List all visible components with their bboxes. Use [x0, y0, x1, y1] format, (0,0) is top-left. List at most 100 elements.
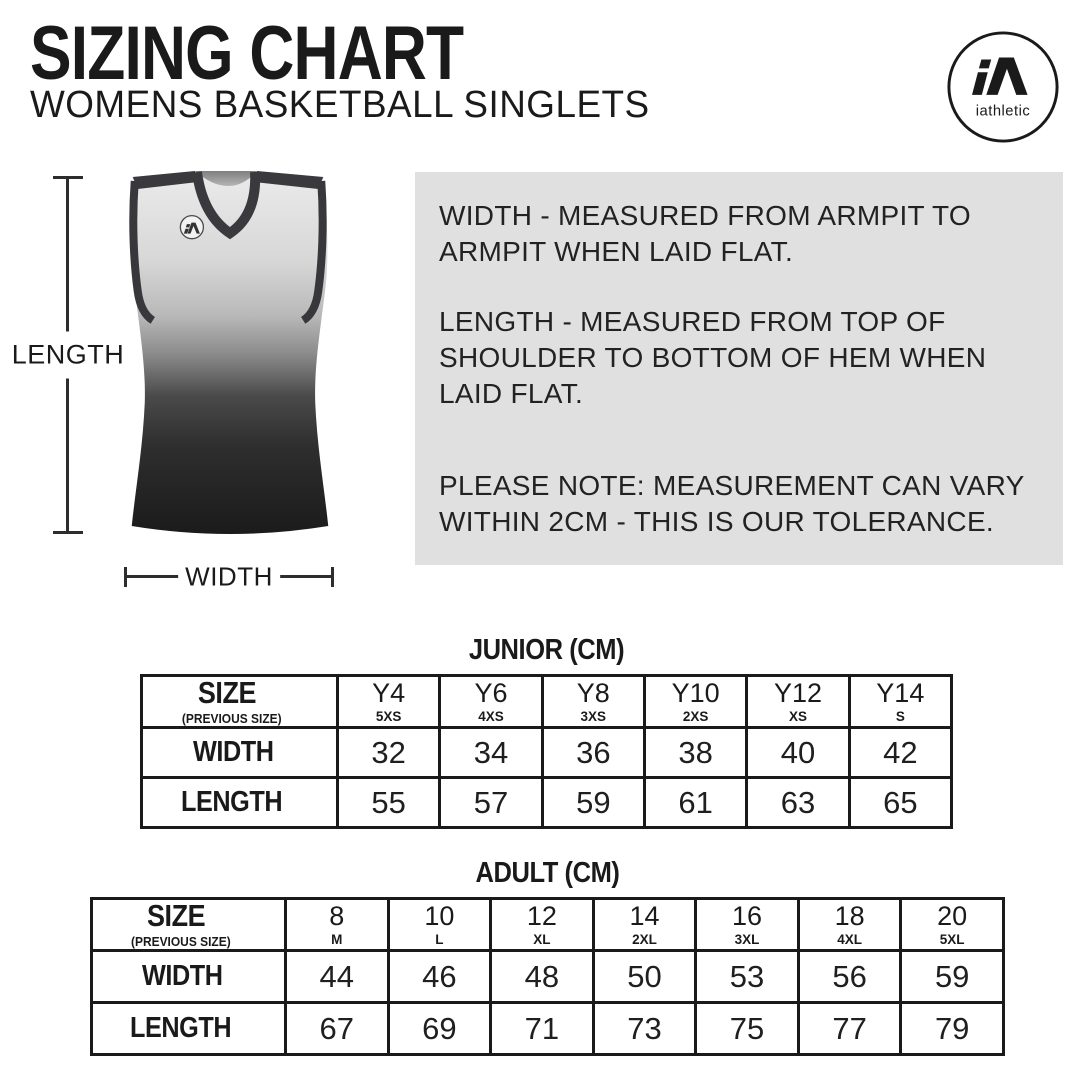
junior-size-table: SIZE (PREVIOUS SIZE) Y4 5XS Y6 4XS Y8 3XS Y10 2XS… [140, 674, 954, 829]
width-value-cell: 40 [745, 726, 851, 779]
length-tick-bottom [53, 531, 83, 534]
previous-size-value: XS [788, 708, 807, 724]
size-column-header: Y10 2XS [642, 674, 749, 729]
width-row: WIDTH 44 46 48 50 53 56 59 [90, 949, 1005, 1004]
size-value: 12 [526, 901, 557, 932]
tolerance-note: PLEASE NOTE: MEASUREMENT CAN VARY WITHIN… [439, 470, 1025, 537]
length-value-cell: 59 [540, 776, 646, 829]
logo-wordmark: iathletic [976, 104, 1030, 120]
length-row: LENGTH 67 69 71 73 75 77 79 [90, 1001, 1005, 1056]
size-value: Y6 [474, 678, 508, 709]
previous-size-label: (PREVIOUS SIZE) [131, 934, 231, 949]
previous-size-value: 4XL [837, 931, 862, 947]
previous-size-value: 5XS [375, 708, 402, 724]
width-row: WIDTH 32 34 36 38 40 42 [140, 726, 954, 779]
adult-size-table: SIZE (PREVIOUS SIZE) 8 M 10 L 12 XL 14 2XL 16 3XL 18… [90, 897, 1005, 1056]
size-column-header: Y4 5XS [335, 674, 442, 729]
width-value-cell: 50 [591, 949, 698, 1004]
size-value: Y14 [876, 678, 925, 709]
width-row-label-cell: WIDTH [140, 726, 339, 779]
previous-size-value: L [435, 931, 444, 947]
singlet-vneck-trim [191, 171, 261, 240]
adult-table-title: ADULT (CM) [475, 857, 620, 889]
previous-size-value: 3XS [580, 708, 607, 724]
previous-size-value: 3XL [734, 931, 760, 947]
size-value: 20 [937, 901, 968, 932]
length-row-label-cell: LENGTH [90, 1001, 287, 1056]
previous-size-value: 5XL [939, 931, 965, 947]
singlet-right-strap [254, 171, 324, 190]
adult-size-section: ADULT (CM) SIZE (PREVIOUS SIZE) 8 M 10 L 12 XL 1… [90, 857, 1005, 1056]
length-value-cell: 71 [489, 1001, 595, 1056]
width-value-cell: 42 [847, 726, 954, 779]
length-value-cell: 79 [899, 1001, 1005, 1056]
junior-size-section: JUNIOR (CM) SIZE (PREVIOUS SIZE) Y4 5XS Y6 4X… [140, 634, 954, 829]
size-value: 8 [329, 901, 345, 932]
length-value-cell: 75 [694, 1001, 800, 1056]
length-value-cell: 61 [642, 776, 749, 829]
size-value: 10 [424, 901, 455, 932]
size-value: 16 [732, 901, 763, 932]
length-row-label: LENGTH [130, 1012, 232, 1044]
width-row-label: WIDTH [193, 736, 274, 768]
size-value: 14 [629, 901, 660, 932]
singlet-right-armhole-trim [300, 180, 327, 324]
size-header-cell: SIZE (PREVIOUS SIZE) [90, 897, 287, 952]
width-note: WIDTH - MEASURED FROM ARMPIT TO ARMPIT W… [439, 200, 971, 267]
singlet-left-strap [132, 171, 198, 190]
size-header-row: SIZE (PREVIOUS SIZE) Y4 5XS Y6 4XS Y8 3XS Y10 2XS… [140, 674, 954, 729]
size-column-header: 12 XL [489, 897, 595, 952]
singlet-body [131, 171, 329, 534]
size-column-header: Y14 S [847, 674, 954, 729]
width-value-cell: 32 [335, 726, 442, 779]
logo-circle [947, 31, 1059, 143]
size-value: Y4 [372, 678, 406, 709]
size-column-header: Y8 3XS [540, 674, 646, 729]
length-value-cell: 57 [438, 776, 544, 829]
length-value-cell: 77 [796, 1001, 903, 1056]
measurement-notes-panel: WIDTH - MEASURED FROM ARMPIT TO ARMPIT W… [415, 172, 1063, 565]
length-value-cell: 63 [745, 776, 851, 829]
length-note: LENGTH - MEASURED FROM TOP OF SHOULDER T… [439, 306, 987, 409]
previous-size-label: (PREVIOUS SIZE) [181, 711, 282, 726]
width-value-cell: 38 [642, 726, 749, 779]
length-value-cell: 73 [591, 1001, 698, 1056]
width-value-cell: 36 [540, 726, 646, 779]
length-row-label: LENGTH [181, 786, 283, 818]
length-value-cell: 65 [847, 776, 954, 829]
iathletic-logo-icon: iathletic [947, 31, 1059, 143]
width-row-label: WIDTH [142, 960, 223, 992]
width-measure-line: WIDTH [124, 561, 334, 593]
previous-size-value: XL [533, 931, 551, 947]
length-label: LENGTH [10, 331, 126, 379]
length-value-cell: 55 [335, 776, 442, 829]
size-value: Y12 [773, 678, 822, 709]
width-value-cell: 46 [386, 949, 493, 1004]
width-value-cell: 48 [489, 949, 595, 1004]
size-value: Y8 [576, 678, 610, 709]
size-value: 18 [834, 901, 865, 932]
size-column-header: 18 4XL [796, 897, 903, 952]
width-tick-right [331, 567, 334, 587]
length-value-cell: 69 [386, 1001, 493, 1056]
length-measure-line: LENGTH [10, 176, 126, 534]
size-header-row: SIZE (PREVIOUS SIZE) 8 M 10 L 12 XL 14 2XL 16 3XL 18… [90, 897, 1005, 952]
singlet-graphic [129, 171, 329, 534]
size-column-header: 10 L [386, 897, 493, 952]
previous-size-value: S [895, 708, 905, 724]
previous-size-value: M [331, 931, 343, 947]
width-value-cell: 34 [438, 726, 544, 779]
junior-table-title: JUNIOR (CM) [468, 634, 625, 666]
size-column-header: 14 2XL [591, 897, 698, 952]
page-subtitle: WOMENS BASKETBALL SINGLETS [30, 84, 650, 126]
singlet-image [117, 167, 349, 543]
size-header-cell: SIZE (PREVIOUS SIZE) [140, 674, 339, 729]
width-value-cell: 56 [796, 949, 903, 1004]
width-row-label-cell: WIDTH [90, 949, 287, 1004]
width-label: WIDTH [178, 561, 280, 593]
size-column-header: Y12 XS [745, 674, 851, 729]
size-column-header: Y6 4XS [438, 674, 544, 729]
size-column-header: 16 3XL [694, 897, 800, 952]
